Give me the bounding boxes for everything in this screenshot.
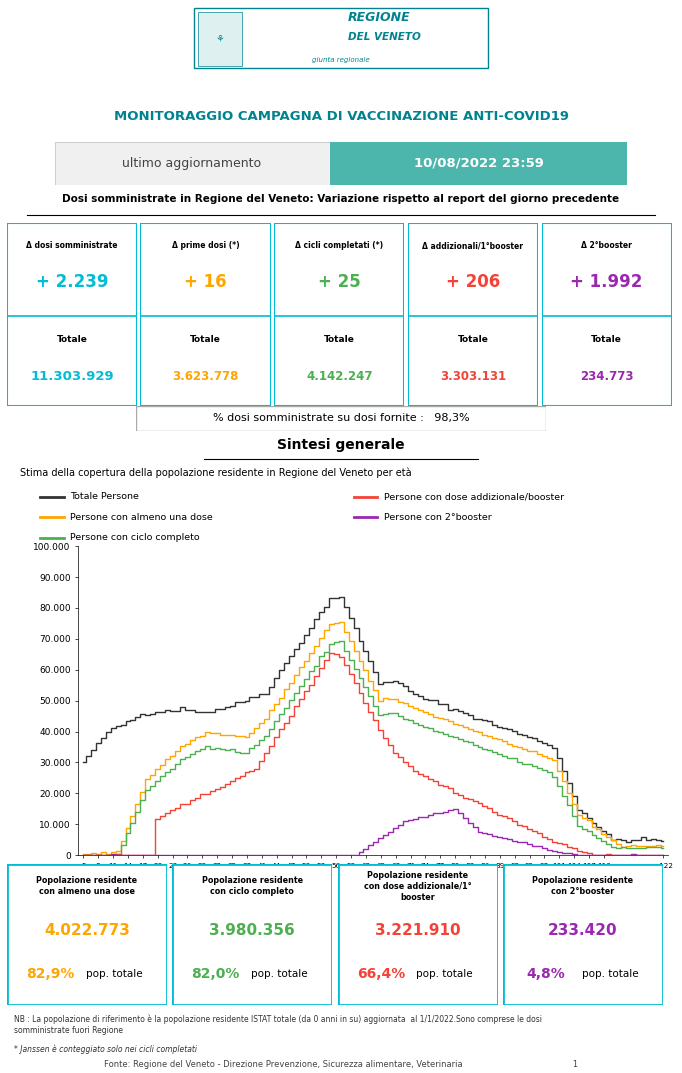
FancyBboxPatch shape <box>172 864 332 1005</box>
Text: + 206: + 206 <box>446 273 500 291</box>
Text: Δ cicli completati (*): Δ cicli completati (*) <box>295 241 383 250</box>
Text: 234.773: 234.773 <box>580 370 634 383</box>
Text: 82,9%: 82,9% <box>26 967 74 981</box>
Text: + 16: + 16 <box>184 273 227 291</box>
Text: Δ prime dosi (*): Δ prime dosi (*) <box>172 241 239 250</box>
Text: 3.980.356: 3.980.356 <box>209 923 295 938</box>
Text: DEL VENETO: DEL VENETO <box>348 32 421 42</box>
Text: ultimo aggiornamento: ultimo aggiornamento <box>123 157 262 170</box>
Text: 11.303.929: 11.303.929 <box>30 370 114 383</box>
FancyBboxPatch shape <box>7 223 137 406</box>
Text: Persone con dose addizionale/booster: Persone con dose addizionale/booster <box>384 493 564 501</box>
Text: 3.303.131: 3.303.131 <box>440 370 506 383</box>
Text: Δ addizionali/1°booster: Δ addizionali/1°booster <box>422 241 524 250</box>
Text: + 25: + 25 <box>318 273 361 291</box>
Text: pop. totale: pop. totale <box>582 969 638 980</box>
Text: pop. totale: pop. totale <box>417 969 473 980</box>
Text: Popolazione residente
con dose addizionale/1°
booster: Popolazione residente con dose addiziona… <box>364 871 471 902</box>
Text: Totale Persone: Totale Persone <box>70 493 139 501</box>
Text: Δ dosi somministrate: Δ dosi somministrate <box>26 241 118 250</box>
Text: Totale: Totale <box>458 335 488 343</box>
Text: NB : La popolazione di riferimento è la popolazione residente ISTAT totale (da 0: NB : La popolazione di riferimento è la … <box>14 1015 542 1034</box>
Text: Totale: Totale <box>190 335 221 343</box>
Text: 3.623.778: 3.623.778 <box>173 370 239 383</box>
Text: Totale: Totale <box>591 335 622 343</box>
Text: + 1.992: + 1.992 <box>570 273 643 291</box>
Text: 4.022.773: 4.022.773 <box>44 923 130 938</box>
FancyBboxPatch shape <box>55 142 329 185</box>
Text: Totale: Totale <box>57 335 87 343</box>
FancyBboxPatch shape <box>7 864 166 1005</box>
Text: 82,0%: 82,0% <box>191 967 239 981</box>
Text: 10/08/2022 23:59: 10/08/2022 23:59 <box>413 157 544 170</box>
FancyBboxPatch shape <box>198 12 242 65</box>
Text: REGIONE: REGIONE <box>348 11 411 24</box>
Text: 4.142.247: 4.142.247 <box>306 370 372 383</box>
Text: 4,8%: 4,8% <box>527 967 565 981</box>
FancyBboxPatch shape <box>274 223 404 406</box>
Text: 3.221.910: 3.221.910 <box>374 923 460 938</box>
Text: Stima della copertura della popolazione residente in Regione del Veneto per età: Stima della copertura della popolazione … <box>20 468 412 479</box>
Text: pop. totale: pop. totale <box>251 969 308 980</box>
Text: % dosi somministrate su dosi fornite :   98,3%: % dosi somministrate su dosi fornite : 9… <box>213 413 469 424</box>
Text: Dosi somministrate in Regione del Veneto: Variazione rispetto al report del gior: Dosi somministrate in Regione del Veneto… <box>63 193 619 204</box>
FancyBboxPatch shape <box>408 223 538 406</box>
FancyBboxPatch shape <box>136 406 546 431</box>
Text: 66,4%: 66,4% <box>357 967 405 981</box>
Text: Δ 2°booster: Δ 2°booster <box>581 241 632 250</box>
Text: * Janssen è conteggiato solo nei cicli completati: * Janssen è conteggiato solo nei cicli c… <box>14 1044 196 1054</box>
Text: Totale: Totale <box>324 335 355 343</box>
Text: + 2.239: + 2.239 <box>35 273 108 291</box>
Text: Popolazione residente
con almeno una dose: Popolazione residente con almeno una dos… <box>36 877 137 896</box>
Text: Persone con ciclo completo: Persone con ciclo completo <box>70 533 200 542</box>
Text: Persone con almeno una dose: Persone con almeno una dose <box>70 513 213 521</box>
FancyBboxPatch shape <box>338 864 498 1005</box>
Text: Popolazione residente
con 2°booster: Popolazione residente con 2°booster <box>533 877 634 896</box>
FancyBboxPatch shape <box>503 864 663 1005</box>
Text: MONITORAGGIO CAMPAGNA DI VACCINAZIONE ANTI-COVID19: MONITORAGGIO CAMPAGNA DI VACCINAZIONE AN… <box>113 111 569 123</box>
Text: Sintesi generale: Sintesi generale <box>277 438 405 452</box>
Text: pop. totale: pop. totale <box>86 969 143 980</box>
FancyBboxPatch shape <box>542 223 672 406</box>
Text: 233.420: 233.420 <box>548 923 618 938</box>
Text: Persone con 2°booster: Persone con 2°booster <box>384 513 492 521</box>
FancyBboxPatch shape <box>194 8 488 68</box>
Text: giunta regionale: giunta regionale <box>312 57 370 63</box>
Text: ⚘: ⚘ <box>216 33 224 44</box>
Text: Popolazione residente
con ciclo completo: Popolazione residente con ciclo completo <box>202 877 303 896</box>
FancyBboxPatch shape <box>140 223 271 406</box>
FancyBboxPatch shape <box>329 142 627 185</box>
Text: Fonte: Regione del Veneto - Direzione Prevenzione, Sicurezza alimentare, Veterin: Fonte: Regione del Veneto - Direzione Pr… <box>104 1060 578 1069</box>
